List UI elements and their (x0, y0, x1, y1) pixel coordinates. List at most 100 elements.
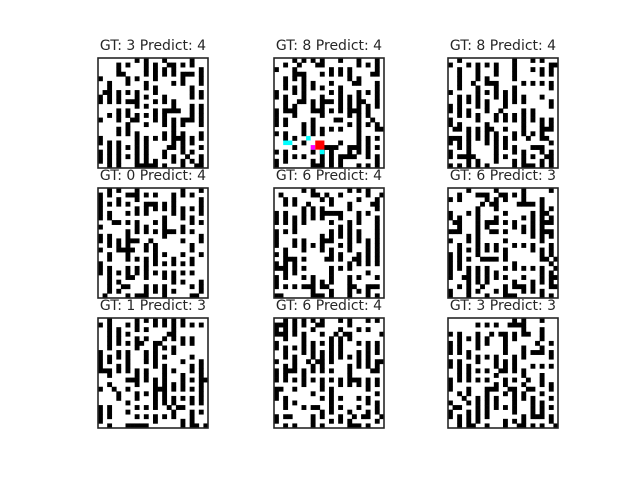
maze-wall-cell (356, 197, 362, 203)
maze-wall-cell (379, 192, 385, 198)
maze-wall-cell (134, 322, 140, 328)
maze-wall-cell (466, 113, 472, 118)
panels-group: GT: 3 Predict: 4 GT: 8 Predict: 4 GT: 8 Pr… (97, 38, 559, 429)
maze-wall-cell (521, 154, 527, 160)
maze-wall-cell (530, 233, 536, 239)
maze-wall-cell (107, 210, 113, 216)
maze-wall-cell (153, 76, 158, 82)
maze-wall-cell (125, 293, 131, 299)
maze-wall-cell (102, 368, 108, 374)
maze-wall-cell (484, 275, 490, 280)
maze-wall-cell (274, 391, 279, 397)
maze-wall-cell (130, 117, 135, 123)
maze-wall-cell (319, 58, 325, 63)
maze-wall-cell (374, 400, 380, 406)
maze-wall-cell (329, 409, 334, 415)
maze-wall-cell (180, 145, 186, 150)
maze-wall-cell (466, 233, 472, 239)
maze-wall-cell (143, 391, 149, 397)
maze-wall-cell (134, 131, 140, 137)
maze-wall-cell (530, 145, 536, 150)
maze-wall-cell (329, 288, 334, 294)
maze-wall-cell (153, 261, 158, 267)
maze-wall-cell (185, 117, 190, 123)
maze-wall-cell (493, 400, 499, 406)
maze-wall-cell (125, 113, 131, 118)
maze-wall-cell (171, 62, 177, 68)
maze-wall-cell (347, 103, 353, 109)
maze-wall-cell (107, 354, 113, 360)
maze-wall-cell (162, 275, 168, 280)
maze-wall-cell (466, 210, 472, 216)
maze-wall-cell (374, 284, 380, 290)
maze-wall-cell (134, 197, 140, 203)
path-marker (310, 145, 316, 150)
maze-wall-cell (457, 58, 463, 63)
maze-wall-cell (315, 405, 321, 410)
maze-wall-cell (310, 58, 316, 63)
maze-wall-cell (548, 293, 554, 299)
maze-wall-cell (107, 94, 113, 100)
maze-wall-cell (171, 318, 177, 323)
maze-wall-cell (356, 354, 362, 360)
maze-wall-cell (171, 192, 177, 198)
maze-wall-cell (107, 256, 113, 262)
maze-wall-cell (466, 373, 472, 378)
maze-wall-cell (198, 131, 204, 137)
maze-wall-cell (134, 368, 140, 374)
maze-wall-cell (548, 229, 554, 235)
maze-wall-cell (143, 414, 149, 420)
maze-wall-cell (162, 215, 168, 221)
maze-wall-cell (189, 418, 195, 424)
maze-wall-cell (457, 345, 463, 351)
maze-wall-cell (365, 340, 371, 346)
maze-wall-cell (319, 197, 325, 203)
maze-wall-cell (301, 206, 307, 212)
maze-wall-cell (521, 318, 527, 323)
maze-wall-cell (493, 359, 499, 365)
maze-wall-cell (189, 149, 195, 155)
maze-wall-cell (457, 145, 463, 150)
maze-wall-cell (134, 377, 140, 383)
maze-wall-cell (448, 122, 453, 128)
maze-wall-cell (310, 192, 316, 198)
maze-wall-cell (351, 108, 357, 114)
maze-wall-cell (134, 117, 140, 123)
maze-wall-cell (116, 131, 122, 137)
maze-wall-cell (484, 423, 490, 429)
maze-wall-cell (475, 210, 481, 216)
maze-wall-cell (143, 135, 149, 141)
maze-wall-cell (347, 409, 353, 415)
maze-wall-cell (475, 224, 481, 230)
maze-wall-cell (356, 363, 362, 369)
maze-wall-cell (198, 288, 204, 294)
maze-wall-cell (347, 331, 353, 337)
maze-wall-cell (162, 336, 168, 342)
maze-wall-cell (310, 117, 316, 123)
maze-wall-cell (338, 252, 344, 258)
maze-wall-cell (548, 275, 554, 280)
maze-wall-cell (143, 71, 149, 77)
maze-wall-cell (283, 85, 289, 91)
maze-wall-cell (512, 363, 518, 369)
maze-wall-cell (374, 229, 380, 235)
maze-wall-cell (153, 229, 158, 235)
maze-wall-cell (356, 256, 362, 262)
maze-wall-cell (287, 256, 293, 262)
maze-wall-cell (493, 117, 499, 123)
maze-wall-cell (548, 405, 554, 410)
maze-wall-cell (374, 243, 380, 248)
maze-wall-cell (319, 238, 325, 244)
maze-wall-cell (107, 359, 113, 365)
maze-wall-cell (521, 322, 527, 328)
maze-wall-cell (107, 336, 113, 342)
maze-wall-cell (329, 345, 334, 351)
maze-wall-cell (162, 377, 168, 383)
maze-wall-cell (189, 117, 195, 123)
panel-frame (97, 187, 209, 299)
maze-wall-cell (283, 131, 289, 137)
maze-wall-cell (162, 414, 168, 420)
maze-wall-cell (180, 336, 186, 342)
maze-wall-cell (189, 322, 195, 328)
maze-wall-cell (292, 76, 298, 82)
